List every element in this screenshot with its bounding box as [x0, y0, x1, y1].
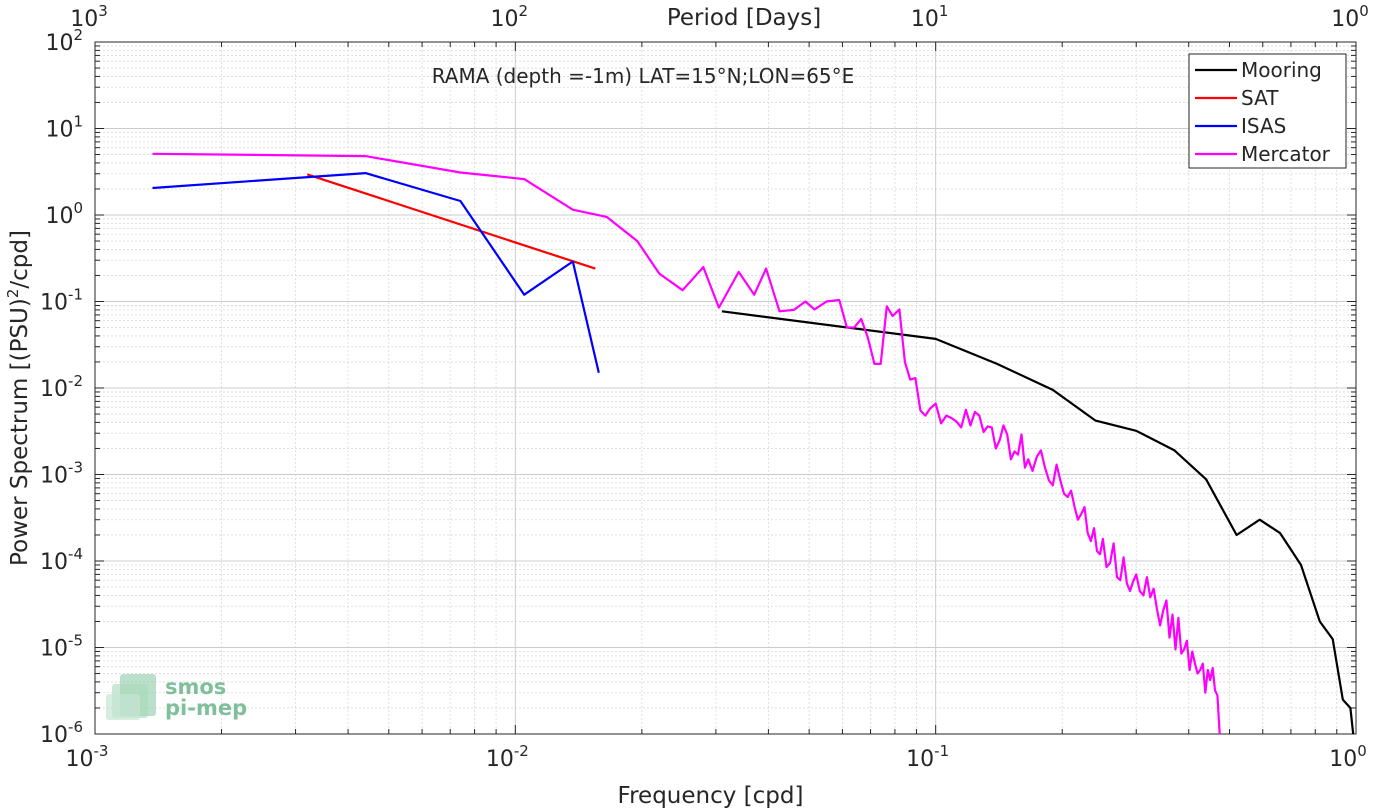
legend-label-mooring: Mooring [1241, 58, 1322, 82]
y-axis-title-main: Power Spectrum [(PSU) [7, 298, 33, 566]
legend-label-mercator: Mercator [1241, 142, 1331, 166]
y-tick-label: 101 [45, 113, 83, 143]
y-axis-title-suffix: /cpd] [7, 230, 33, 289]
logo-text-line1: smos [165, 675, 226, 699]
x-tick-label: 10-1 [906, 742, 949, 772]
x-tick-label: 100 [1329, 742, 1367, 772]
y-tick-label: 10-6 [40, 718, 83, 748]
y-axis-title-sup: 2 [4, 289, 22, 299]
top-axis-title: Period [Days] [667, 5, 821, 31]
top-tick-label: 101 [911, 2, 949, 32]
y-tick-label: 100 [45, 199, 83, 229]
series-layer [152, 152, 1355, 735]
y-axis-title: Power Spectrum [(PSU)2/cpd] [4, 230, 33, 566]
smos-pi-mep-logo: smos pi-mep [106, 674, 247, 720]
x-tick-label: 10-2 [486, 742, 529, 772]
legend: Mooring SAT ISAS Mercator [1188, 53, 1347, 169]
top-tick-label: 103 [70, 2, 108, 32]
legend-label-sat: SAT [1241, 86, 1279, 110]
series-line-isas [152, 172, 600, 374]
y-tick-label: 10-4 [40, 545, 83, 575]
top-tick-label: 102 [491, 2, 529, 32]
y-tick-label: 10-2 [40, 372, 83, 402]
legend-box [1188, 53, 1347, 169]
legend-label-isas: ISAS [1241, 114, 1286, 138]
series-line-mercator [152, 152, 1221, 735]
logo-text-line2: pi-mep [165, 696, 247, 720]
x-tick-label: 10-3 [66, 742, 109, 772]
y-tick-label: 102 [45, 26, 83, 56]
series-line-mooring [721, 310, 1355, 735]
y-tick-label: 10-5 [40, 632, 83, 662]
y-tick-label: 10-3 [40, 459, 83, 489]
axis-ticks [94, 41, 1357, 735]
series-line-sat [306, 173, 596, 270]
y-tick-label: 10-1 [40, 286, 83, 316]
logo-mark-front [106, 694, 140, 720]
top-tick-label: 100 [1331, 2, 1369, 32]
x-axis-title: Frequency [cpd] [618, 783, 804, 809]
chart-title: RAMA (depth =-1m) LAT=15°N;LON=65°E [432, 64, 855, 88]
